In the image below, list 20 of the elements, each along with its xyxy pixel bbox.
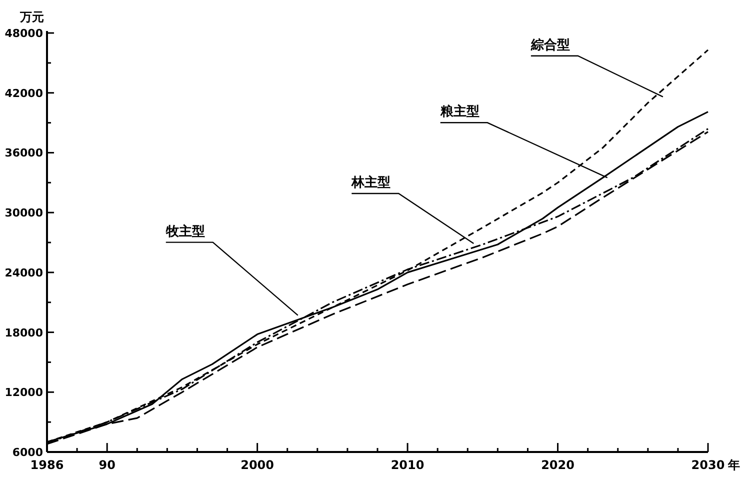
x-axis-title: 年 [727,458,740,472]
y-tick-label: 30000 [4,206,44,220]
y-tick-label: 36000 [4,146,44,160]
x-tick-label: 90 [98,458,116,472]
annotation: 林主型 [350,174,391,190]
y-tick-label: 18000 [4,326,44,340]
x-tick-label: 2000 [240,458,274,472]
y-tick-label: 12000 [4,386,44,400]
x-tick-label: 2010 [390,458,424,472]
y-tick-label: 6000 [12,446,44,459]
y-tick-label: 24000 [4,266,44,280]
annotation: 粮主型 [439,104,480,120]
y-axis-title: 万元 [19,10,44,24]
y-tick-label: 42000 [4,86,44,100]
y-tick-label: 48000 [4,27,44,40]
x-tick-label: 2030 [691,458,725,472]
x-tick-label: 1986 [30,458,64,472]
x-tick-label: 2020 [541,458,574,472]
annotation: 牧主型 [164,223,205,240]
annotation: 綜合型 [530,36,570,53]
